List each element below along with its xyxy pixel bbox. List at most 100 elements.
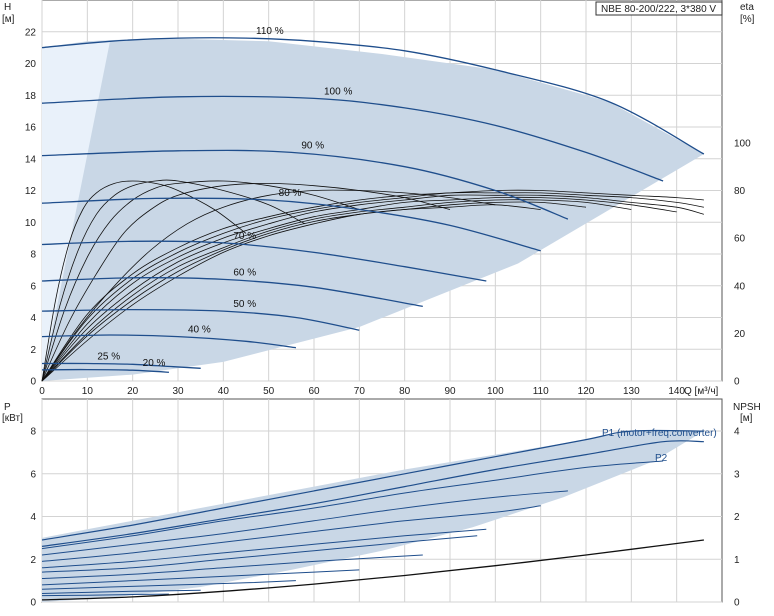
y-left-tick-label: 18 bbox=[25, 91, 37, 102]
x-tick-label: 140 bbox=[668, 386, 685, 397]
npsh-right-tick-label: 2 bbox=[734, 512, 740, 523]
power-curve bbox=[41, 580, 296, 590]
head-curve bbox=[41, 95, 664, 182]
npsh-right-tick-label: 1 bbox=[734, 555, 740, 566]
efficiency-curve bbox=[41, 180, 247, 382]
x-tick-label: 80 bbox=[399, 386, 411, 397]
y-left-label-top: H bbox=[4, 2, 11, 13]
x-tick-label: 40 bbox=[218, 386, 230, 397]
y-left-tick-label: 2 bbox=[30, 345, 36, 356]
power-curve bbox=[41, 554, 423, 579]
y-left-tick-label: 20 bbox=[25, 59, 37, 70]
x-tick-label: 10 bbox=[82, 386, 94, 397]
efficiency-curve bbox=[41, 179, 306, 382]
chart-title: NBE 80-200/222, 3*380 V bbox=[601, 4, 716, 15]
p-left-tick-label: 0 bbox=[30, 598, 36, 609]
power-curve bbox=[41, 429, 704, 541]
y-right-tick-label: 40 bbox=[734, 281, 746, 292]
tick-labels: 0 10 20 30 40 50 60 70 80 90 100 110 120 130 140024681… bbox=[25, 27, 751, 608]
efficiency-curve bbox=[41, 201, 587, 382]
head-curve bbox=[41, 368, 169, 373]
y-right-unit-top: [%] bbox=[740, 14, 755, 25]
npsh-right-tick-label: 0 bbox=[734, 598, 740, 609]
power-curve bbox=[41, 589, 201, 594]
head-curve-label: 40 % bbox=[188, 325, 211, 336]
power-curve bbox=[41, 535, 478, 573]
head-curve bbox=[41, 277, 423, 308]
x-tick-label: 60 bbox=[308, 386, 320, 397]
y-left-tick-label: 8 bbox=[30, 250, 36, 261]
x-tick-label: 0 bbox=[39, 386, 45, 397]
x-tick-label: 110 bbox=[533, 386, 549, 397]
head-curve bbox=[41, 197, 541, 252]
head-curve-label: 70 % bbox=[233, 231, 256, 242]
power-curve bbox=[41, 440, 704, 547]
power-curve bbox=[41, 505, 541, 562]
head-curve-label: 20 % bbox=[143, 358, 166, 369]
head-curve-label: 25 % bbox=[97, 352, 120, 363]
efficiency-curve bbox=[41, 192, 704, 382]
head-curve-label: 50 % bbox=[233, 299, 256, 310]
y-right-tick-label: 0 bbox=[734, 377, 740, 388]
y-left-tick-label: 6 bbox=[30, 281, 36, 292]
power-curve bbox=[41, 569, 360, 586]
p-left-tick-label: 4 bbox=[30, 512, 36, 523]
y-right-label-top: eta bbox=[740, 2, 754, 13]
head-curve bbox=[41, 149, 569, 220]
efficiency-curve bbox=[41, 189, 496, 382]
y-right-tick-label: 80 bbox=[734, 186, 746, 197]
power-curve bbox=[41, 593, 169, 597]
x-tick-label: 70 bbox=[354, 386, 366, 397]
x-tick-label: 120 bbox=[578, 386, 595, 397]
y-left-tick-label: 12 bbox=[25, 186, 37, 197]
p1-series-label: P1 (motor+freq.converter) bbox=[602, 428, 717, 439]
y-left-tick-label: 0 bbox=[30, 377, 36, 388]
head-min-flow-area bbox=[42, 41, 110, 382]
p-left-tick-label: 2 bbox=[30, 555, 36, 566]
y-right-label-bottom: NPSH bbox=[733, 402, 761, 413]
head-operating-area bbox=[42, 38, 704, 381]
head-curve bbox=[41, 308, 360, 331]
p-left-tick-label: 6 bbox=[30, 469, 36, 480]
efficiency-curve bbox=[41, 204, 541, 382]
power-curve bbox=[41, 460, 664, 550]
y-left-tick-label: 4 bbox=[30, 313, 36, 324]
head-curve-label: 80 % bbox=[279, 188, 302, 199]
head-curve-label: 90 % bbox=[301, 140, 324, 151]
y-left-unit-top: [м] bbox=[2, 14, 15, 25]
x-tick-label: 20 bbox=[127, 386, 139, 397]
head-curve-label: 110 % bbox=[256, 26, 284, 37]
head-curve-label: 100 % bbox=[324, 86, 352, 97]
x-axis-label: Q [м³/ч] bbox=[684, 386, 719, 397]
x-tick-label: 30 bbox=[172, 386, 184, 397]
npsh-right-tick-label: 4 bbox=[734, 427, 740, 438]
efficiency-curve bbox=[41, 194, 705, 382]
efficiency-curve bbox=[41, 189, 704, 382]
p-left-tick-label: 8 bbox=[30, 427, 36, 438]
y-right-tick-label: 20 bbox=[734, 329, 746, 340]
head-curve bbox=[41, 37, 705, 155]
efficiency-curve bbox=[41, 199, 632, 382]
head-curve-label: 60 % bbox=[233, 267, 256, 278]
npsh-curve bbox=[41, 539, 704, 601]
efficiency-curve bbox=[41, 182, 451, 382]
title-box bbox=[595, 1, 723, 16]
y-left-label-bottom: P bbox=[4, 402, 11, 413]
operating-areas bbox=[42, 38, 704, 602]
x-tick-label: 90 bbox=[444, 386, 456, 397]
x-tick-label: 130 bbox=[623, 386, 640, 397]
y-right-tick-label: 60 bbox=[734, 234, 746, 245]
head-curve bbox=[41, 334, 296, 349]
y-left-tick-label: 16 bbox=[25, 123, 37, 134]
y-left-tick-label: 22 bbox=[25, 27, 37, 38]
y-left-unit-bottom: [кВт] bbox=[2, 413, 23, 424]
efficiency-curve bbox=[41, 180, 360, 382]
curves bbox=[41, 37, 705, 601]
y-left-tick-label: 14 bbox=[25, 154, 37, 165]
y-right-tick-label: 100 bbox=[734, 138, 751, 149]
y-left-tick-label: 10 bbox=[25, 218, 37, 229]
power-curve bbox=[41, 490, 568, 556]
y-right-unit-bottom: [м] bbox=[740, 413, 753, 424]
curve-labels: 110 % 100 % 90 % 80 % 70 % 60 % 50 % 40 % 25 % 20… bbox=[97, 26, 352, 369]
